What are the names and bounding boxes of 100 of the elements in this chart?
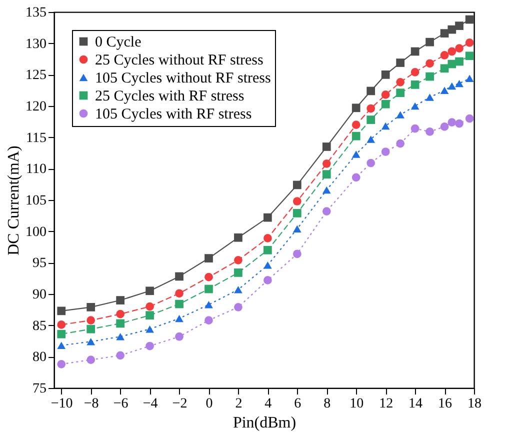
point [440,122,449,131]
point [396,139,404,148]
point [410,124,420,133]
point [204,284,213,294]
point [352,173,360,182]
point [86,356,96,364]
point [448,82,456,90]
point [116,351,124,360]
point [366,116,376,124]
point [86,302,96,312]
y-tick-label: 100 [26,224,46,240]
x-tick-label: −6 [113,396,128,412]
point [204,254,213,262]
point [381,100,390,108]
point [455,44,464,53]
point [465,15,474,24]
point [175,300,184,308]
point [175,289,184,298]
y-tick-label: 125 [26,68,46,84]
point [381,90,390,99]
point [396,111,404,118]
point [366,104,376,113]
point [264,246,272,254]
point [396,58,404,67]
y-tick-label: 80 [32,350,46,366]
point [455,57,464,66]
point [440,51,449,60]
point [440,64,449,73]
y-axis-title: DC Current(mA) [6,146,22,256]
x-tick-label: −4 [142,396,158,412]
y-tick-label: 115 [26,130,46,146]
x-tick-label: 0 [206,396,213,412]
point [175,272,184,281]
point [264,213,272,222]
x-tick-label: 10 [350,396,364,412]
y-tick-label: 130 [26,36,46,52]
point [352,150,360,158]
x-tick-label: −10 [50,396,73,412]
point [381,70,390,79]
point [264,276,272,284]
legend-label: 105 Cycles without RF stress [95,70,271,86]
legend-label: 25 Cycles with RF stress [95,88,244,104]
point [396,88,404,98]
point [322,186,331,194]
point [455,80,464,88]
point [366,158,376,168]
point [175,314,184,322]
point [57,360,66,368]
x-tick-label: 4 [264,396,272,412]
point [234,268,242,277]
point [234,302,242,312]
y-tick-label: 85 [32,318,46,334]
point [410,102,420,110]
legend-label: 0 Cycle [95,34,142,50]
point [146,286,154,296]
point [396,78,404,86]
point [455,119,464,128]
point [292,250,302,258]
point [116,332,124,340]
point [146,342,154,350]
point [234,233,242,242]
point [57,330,66,338]
point [465,74,474,82]
x-tick-label: 12 [379,396,394,412]
point [426,38,434,46]
point [410,80,420,89]
point [366,86,376,96]
point [86,316,96,324]
point [352,120,360,129]
point [465,38,474,47]
point [292,197,302,206]
x-tick-label: 2 [235,396,242,412]
point [410,68,420,76]
point [146,325,154,333]
point [264,234,272,242]
point [448,47,456,56]
point [426,59,434,68]
point [204,272,213,282]
point [234,286,242,294]
legend-label: 25 Cycles without RF stress [95,52,264,68]
y-tick-label: 75 [32,382,46,396]
point [204,316,213,324]
point [322,170,331,178]
point [455,22,464,30]
x-axis-title: Pin(dBm) [232,414,296,432]
legend-label: 105 Cycles with RF stress [95,106,252,122]
point [116,296,124,304]
x-tick-label: −2 [172,396,188,412]
point [352,104,360,112]
point [116,310,124,318]
point [86,338,96,346]
x-tick-label: 6 [294,396,302,412]
point [352,132,360,140]
point [116,319,124,328]
point [292,180,302,190]
point [264,262,272,269]
point [292,208,302,218]
point [448,25,456,34]
point [204,301,213,308]
point [57,306,66,316]
